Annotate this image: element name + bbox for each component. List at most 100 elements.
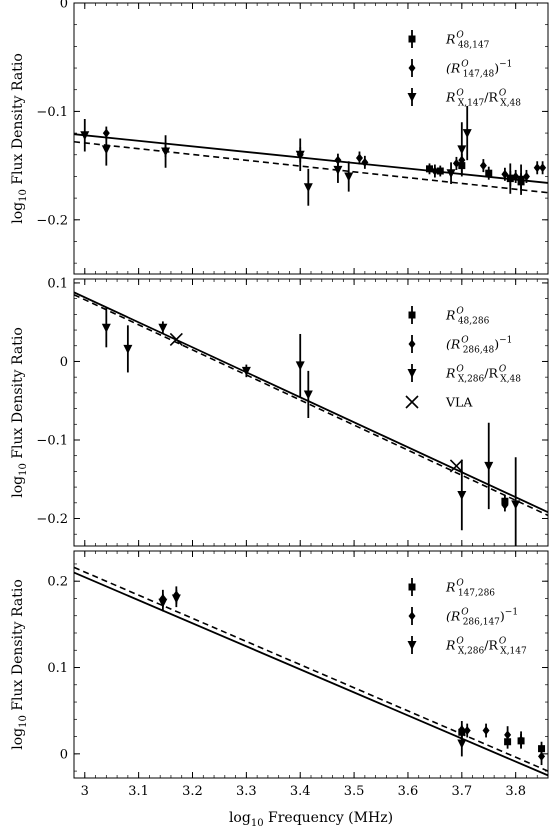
x-tick-label: 3.3: [236, 784, 257, 799]
x-tick-label: 3.8: [505, 784, 526, 799]
panel-2: 0.1 0 −0.1 −0.2 log10 Flux Density Ratio RO 48…: [10, 276, 549, 547]
data-point: [446, 169, 456, 179]
panel-frame: [73, 550, 549, 779]
data-point: [517, 735, 525, 745]
y-tick-label: −0.2: [36, 213, 68, 228]
data-point: [533, 163, 541, 173]
data-point: [539, 163, 547, 173]
data-point: [158, 323, 168, 333]
legend-marker: [408, 583, 416, 591]
legend-entry: RO 48,286: [408, 306, 490, 327]
y-tick-label: 0: [60, 747, 68, 762]
data-point: [501, 500, 509, 510]
legend-entry: (RO 147,48)−1: [408, 59, 512, 80]
legend-label: (RO 147,48)−1: [446, 60, 512, 80]
data-point: [485, 169, 493, 177]
legend-label: (RO 286,147)−1: [446, 608, 518, 628]
fit-line-solid: [74, 291, 548, 514]
data-point: [462, 129, 472, 139]
data-point: [241, 366, 251, 376]
data-point: [484, 461, 494, 471]
data-point: [361, 157, 369, 167]
x-tick-label: 3.4: [290, 784, 311, 799]
data-point: [295, 361, 305, 371]
series-triangle-down: [80, 105, 526, 206]
legend-marker: [408, 611, 416, 621]
series-diamond: [159, 586, 546, 766]
y-axis-label: log10 Flux Density Ratio: [10, 53, 29, 224]
x-tick-label: 3: [81, 784, 89, 799]
legend-entry: RO 147,286: [408, 578, 495, 599]
legend-label: RO X,286/RO X,48: [445, 365, 521, 385]
data-point: [436, 167, 444, 175]
data-point: [504, 730, 512, 740]
legend-marker: [408, 63, 416, 73]
y-axis-label: log10 Flux Density Ratio: [10, 327, 29, 498]
legend-marker: [407, 369, 417, 378]
legend-label: RO 147,286: [445, 579, 495, 599]
x-tick-label: 3.7: [451, 784, 472, 799]
y-tick-label: −0.1: [36, 433, 68, 448]
legend-label: RO 48,286: [445, 307, 490, 327]
data-point: [522, 171, 530, 181]
y-tick-label: 0.2: [47, 575, 68, 590]
legend-label: RO X,286/RO X,147: [445, 637, 527, 657]
legend-label: (RO 286,48)−1: [446, 336, 512, 356]
legend-marker: [408, 35, 416, 43]
x-tick-label: 3.5: [344, 784, 365, 799]
y-tick-label: −0.1: [36, 105, 68, 120]
data-point: [158, 598, 168, 608]
data-point: [169, 332, 183, 347]
data-point: [171, 594, 181, 604]
data-point: [457, 145, 467, 155]
series-diamond: [501, 498, 509, 512]
y-tick-label: 0.1: [47, 276, 68, 291]
data-point: [123, 344, 133, 354]
panel-1: 0 −0.1 −0.2 log10 Flux Density Ratio RO 48,14…: [10, 0, 549, 275]
series-triangle-down: [101, 308, 521, 546]
legend-label: RO 48,147: [445, 31, 490, 51]
data-point: [101, 323, 111, 333]
x-axis-label: log10 Frequency (MHz): [229, 810, 393, 829]
data-point: [431, 166, 439, 176]
series-x: [169, 332, 463, 473]
data-point: [101, 145, 111, 155]
data-point: [80, 131, 90, 141]
fit-line-solid: [74, 571, 548, 777]
data-point: [161, 147, 171, 157]
data-point: [295, 150, 305, 160]
y-axis-label: log10 Flux Density Ratio: [10, 579, 29, 750]
data-point: [501, 169, 509, 179]
legend-entry: RO 48,147: [408, 30, 490, 51]
legend-entry: RO X,147/RO X,48: [407, 88, 521, 109]
legend-marker: [408, 339, 416, 349]
legend-entry: RO X,286/RO X,147: [407, 636, 527, 657]
data-point: [512, 171, 520, 181]
data-point: [458, 725, 466, 735]
data-point: [479, 161, 487, 171]
legend-marker: [408, 311, 416, 319]
y-tick-label: −0.2: [36, 512, 68, 527]
data-point: [538, 751, 546, 761]
data-point: [463, 726, 471, 736]
legend-marker: [407, 641, 417, 650]
data-point: [457, 739, 467, 749]
legend-marker: [405, 395, 419, 409]
x-tick-label: 3.2: [182, 784, 203, 799]
data-point: [511, 500, 521, 510]
legend-label: VLA: [445, 395, 473, 410]
y-tick-label: 0.1: [47, 661, 68, 676]
data-point: [426, 165, 433, 173]
data-point: [303, 183, 313, 193]
legend-entry: RO X,286/RO X,48: [407, 364, 521, 385]
legend-entry: (RO 286,48)−1: [408, 335, 512, 356]
fit-line-dashed: [74, 566, 548, 772]
fit-line-solid: [74, 133, 548, 184]
data-point: [452, 158, 460, 168]
data-point: [449, 459, 463, 473]
series-triangle-down: [158, 589, 467, 757]
data-point: [505, 174, 515, 184]
fit-line-dashed: [74, 293, 548, 517]
panel-3: 3 3.1 3.2 3.3 3.4 3.5 3.6 3.7 3.8 0.2 0.1 0 log10 Fl…: [10, 550, 549, 829]
